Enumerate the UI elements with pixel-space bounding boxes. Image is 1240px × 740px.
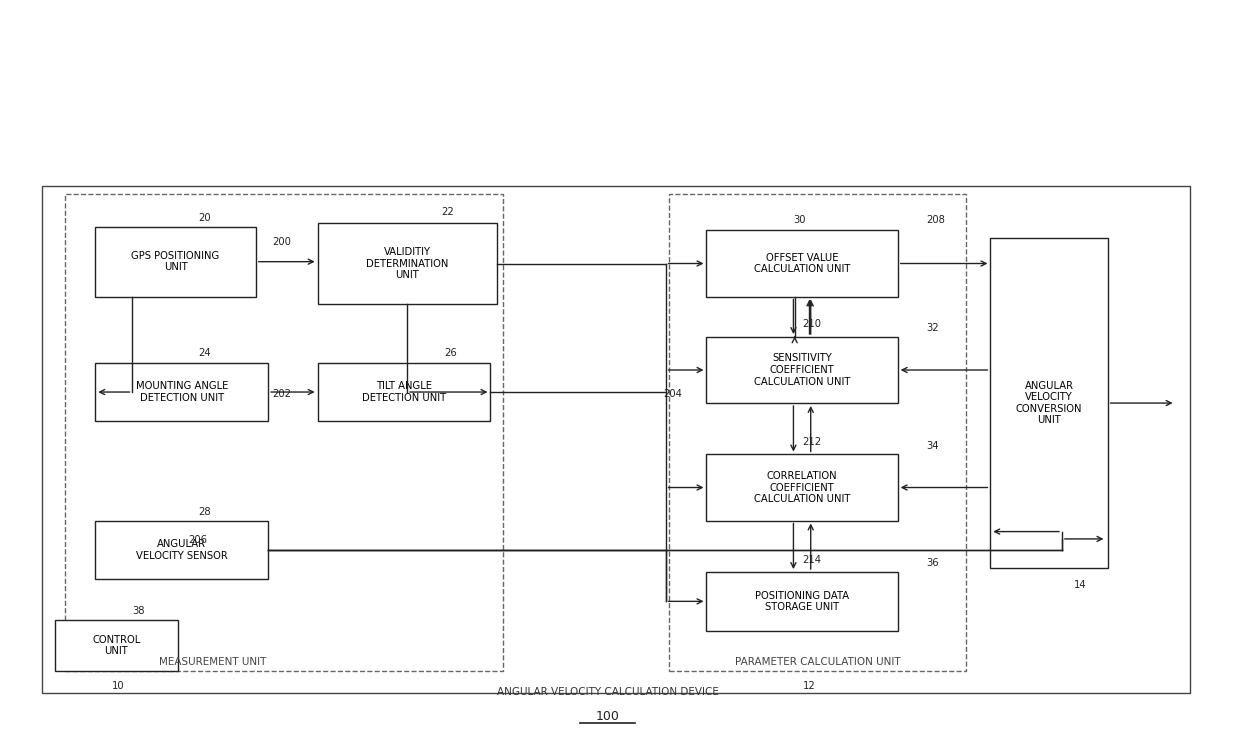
Text: PARAMETER CALCULATION UNIT: PARAMETER CALCULATION UNIT — [734, 657, 900, 667]
FancyBboxPatch shape — [55, 619, 179, 671]
Text: CORRELATION
COEFFICIENT
CALCULATION UNIT: CORRELATION COEFFICIENT CALCULATION UNIT — [754, 471, 851, 504]
Text: 12: 12 — [802, 681, 816, 691]
Text: 202: 202 — [272, 389, 291, 400]
Text: OFFSET VALUE
CALCULATION UNIT: OFFSET VALUE CALCULATION UNIT — [754, 252, 851, 275]
Text: 24: 24 — [198, 349, 211, 358]
Text: 34: 34 — [926, 441, 939, 451]
Text: 20: 20 — [198, 213, 211, 223]
Text: 204: 204 — [663, 389, 682, 400]
Text: 32: 32 — [926, 323, 939, 332]
FancyBboxPatch shape — [991, 238, 1107, 568]
FancyBboxPatch shape — [317, 223, 496, 304]
Text: 38: 38 — [133, 606, 145, 616]
Text: GPS POSITIONING
UNIT: GPS POSITIONING UNIT — [131, 251, 219, 272]
Text: ANGULAR VELOCITY CALCULATION DEVICE: ANGULAR VELOCITY CALCULATION DEVICE — [497, 687, 719, 697]
Text: CONTROL
UNIT: CONTROL UNIT — [92, 635, 140, 656]
Text: ANGULAR
VELOCITY
CONVERSION
UNIT: ANGULAR VELOCITY CONVERSION UNIT — [1016, 380, 1083, 426]
Text: POSITIONING DATA
STORAGE UNIT: POSITIONING DATA STORAGE UNIT — [755, 591, 849, 612]
Text: MEASUREMENT UNIT: MEASUREMENT UNIT — [159, 657, 267, 667]
Text: VALIDITIY
DETERMINATION
UNIT: VALIDITIY DETERMINATION UNIT — [366, 247, 448, 280]
FancyBboxPatch shape — [707, 337, 898, 403]
FancyBboxPatch shape — [95, 226, 255, 297]
Text: 26: 26 — [445, 349, 458, 358]
Text: 30: 30 — [792, 215, 805, 224]
Text: 14: 14 — [1074, 580, 1087, 591]
FancyBboxPatch shape — [317, 363, 490, 421]
Text: 10: 10 — [112, 681, 124, 691]
FancyBboxPatch shape — [95, 363, 268, 421]
Text: SENSITIVITY
COEFFICIENT
CALCULATION UNIT: SENSITIVITY COEFFICIENT CALCULATION UNIT — [754, 354, 851, 386]
Text: 100: 100 — [595, 710, 620, 722]
Text: ANGULAR
VELOCITY SENSOR: ANGULAR VELOCITY SENSOR — [136, 539, 228, 561]
Text: MOUNTING ANGLE
DETECTION UNIT: MOUNTING ANGLE DETECTION UNIT — [135, 381, 228, 403]
Text: 206: 206 — [188, 535, 207, 545]
Text: 28: 28 — [198, 507, 211, 517]
Text: 22: 22 — [441, 207, 454, 218]
Text: 208: 208 — [926, 215, 945, 224]
Text: 200: 200 — [272, 237, 290, 246]
Text: TILT ANGLE
DETECTION UNIT: TILT ANGLE DETECTION UNIT — [362, 381, 446, 403]
Text: 214: 214 — [802, 555, 822, 565]
FancyBboxPatch shape — [707, 230, 898, 297]
FancyBboxPatch shape — [707, 454, 898, 520]
Text: 36: 36 — [926, 558, 939, 568]
Text: 212: 212 — [802, 437, 822, 447]
FancyBboxPatch shape — [95, 520, 268, 579]
Text: 210: 210 — [802, 319, 822, 329]
FancyBboxPatch shape — [707, 572, 898, 630]
